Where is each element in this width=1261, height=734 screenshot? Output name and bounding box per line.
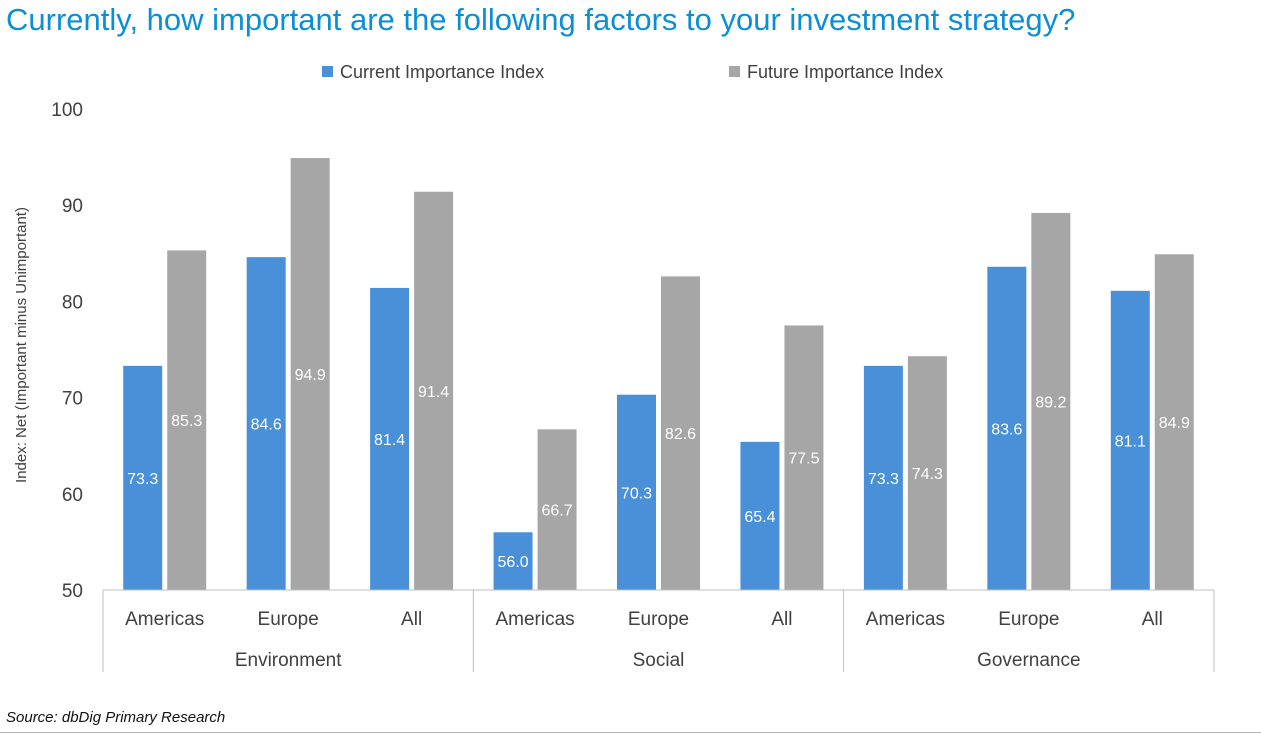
data-label-current: 65.4 (744, 509, 775, 526)
bar-current (740, 441, 780, 590)
data-label-future: 82.6 (665, 426, 696, 443)
bar-future (290, 158, 330, 590)
data-label-future: 85.3 (171, 413, 202, 430)
y-tick-label: 70 (62, 389, 83, 410)
bar-future (1154, 254, 1194, 590)
legend-swatch-future (729, 66, 740, 77)
chart-title: Currently, how important are the followi… (6, 2, 1076, 37)
y-tick-label: 100 (51, 100, 83, 121)
x-tick-label: Europe (998, 609, 1059, 630)
bar-future (167, 250, 207, 590)
x-group-label: Governance (977, 650, 1081, 671)
y-tick-label: 60 (62, 485, 83, 506)
data-label-current: 70.3 (621, 485, 652, 502)
data-label-future: 94.9 (295, 367, 326, 384)
bar-current (617, 394, 656, 590)
data-label-future: 66.7 (541, 503, 572, 520)
divider (0, 732, 1261, 733)
bar-current (1110, 290, 1150, 590)
legend: Current Importance Index Future Importanc… (322, 62, 943, 82)
x-tick-label: Americas (125, 609, 204, 630)
y-axis-label: Index: Net (Important minus Unimportant) (13, 207, 30, 483)
data-label-current: 73.3 (868, 471, 899, 488)
bar-current (987, 266, 1027, 590)
x-tick-label: Europe (628, 609, 689, 630)
x-tick-label: All (1142, 609, 1163, 630)
data-label-current: 84.6 (251, 417, 282, 434)
bar-future (907, 356, 947, 590)
x-tick-label: Americas (495, 609, 574, 630)
data-label-future: 84.9 (1159, 415, 1190, 432)
x-group-label: Environment (235, 650, 342, 671)
x-tick-label: All (401, 609, 422, 630)
bar-future (1031, 212, 1071, 590)
x-tick-label: All (771, 609, 792, 630)
y-tick-label: 80 (62, 292, 83, 313)
data-label-future: 77.5 (788, 451, 819, 468)
x-group-label: Social (633, 650, 685, 671)
data-label-current: 73.3 (127, 471, 158, 488)
bar-future (537, 429, 577, 590)
y-tick-label: 90 (62, 196, 83, 217)
bar-current (863, 365, 903, 590)
data-label-future: 74.3 (912, 466, 943, 483)
source-note: Source: dbDig Primary Research (6, 709, 226, 726)
data-label-current: 81.1 (1115, 433, 1146, 450)
legend-label-future: Future Importance Index (747, 62, 943, 82)
bar-current (493, 532, 533, 590)
data-label-current: 83.6 (991, 421, 1022, 438)
bar-current (123, 365, 163, 590)
data-label-future: 89.2 (1035, 394, 1066, 411)
y-tick-label: 50 (62, 581, 83, 602)
bar-current (370, 287, 410, 590)
x-tick-label: Europe (258, 609, 319, 630)
x-axis: Americas Europe All Americas Europe All Americ… (102, 589, 1215, 672)
bar-future (414, 191, 454, 590)
x-tick-label: Americas (866, 609, 945, 630)
legend-label-current: Current Importance Index (340, 62, 544, 82)
bar-future (661, 276, 700, 590)
y-axis-ticks: 50 60 70 80 90 100 (51, 100, 83, 602)
data-label-future: 91.4 (418, 384, 449, 401)
bar-current (246, 257, 286, 590)
bars: 73.3 85.3 84.6 94.9 81.4 91.4 56.0 66.7 70.3 82.6… (123, 158, 1194, 590)
bar-future (784, 325, 824, 590)
data-label-current: 56.0 (497, 554, 528, 571)
legend-swatch-current (322, 66, 333, 77)
data-label-current: 81.4 (374, 432, 405, 449)
